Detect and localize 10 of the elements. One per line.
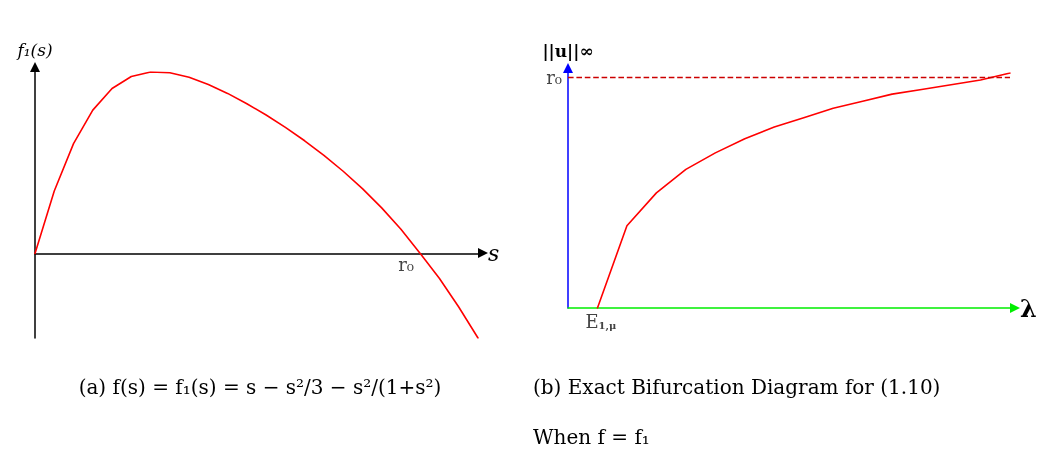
- text: When f = f₁: [533, 425, 650, 449]
- y-axis-title: ||u||∞: [542, 40, 594, 61]
- text: (b) Exact Bifurcation Diagram for (1.10): [533, 375, 941, 399]
- ref-line-label: r₀: [546, 67, 562, 89]
- text: (a) f(s) = f₁(s) = s − s²/3 − s²/(1+s²): [78, 375, 442, 399]
- x-axis-title: s: [488, 240, 500, 266]
- y-axis-title: f₁(s): [15, 39, 53, 60]
- annotation: r₀: [398, 253, 415, 275]
- x-axis-title: λ: [1020, 293, 1037, 323]
- text: E1,μ: [585, 310, 617, 332]
